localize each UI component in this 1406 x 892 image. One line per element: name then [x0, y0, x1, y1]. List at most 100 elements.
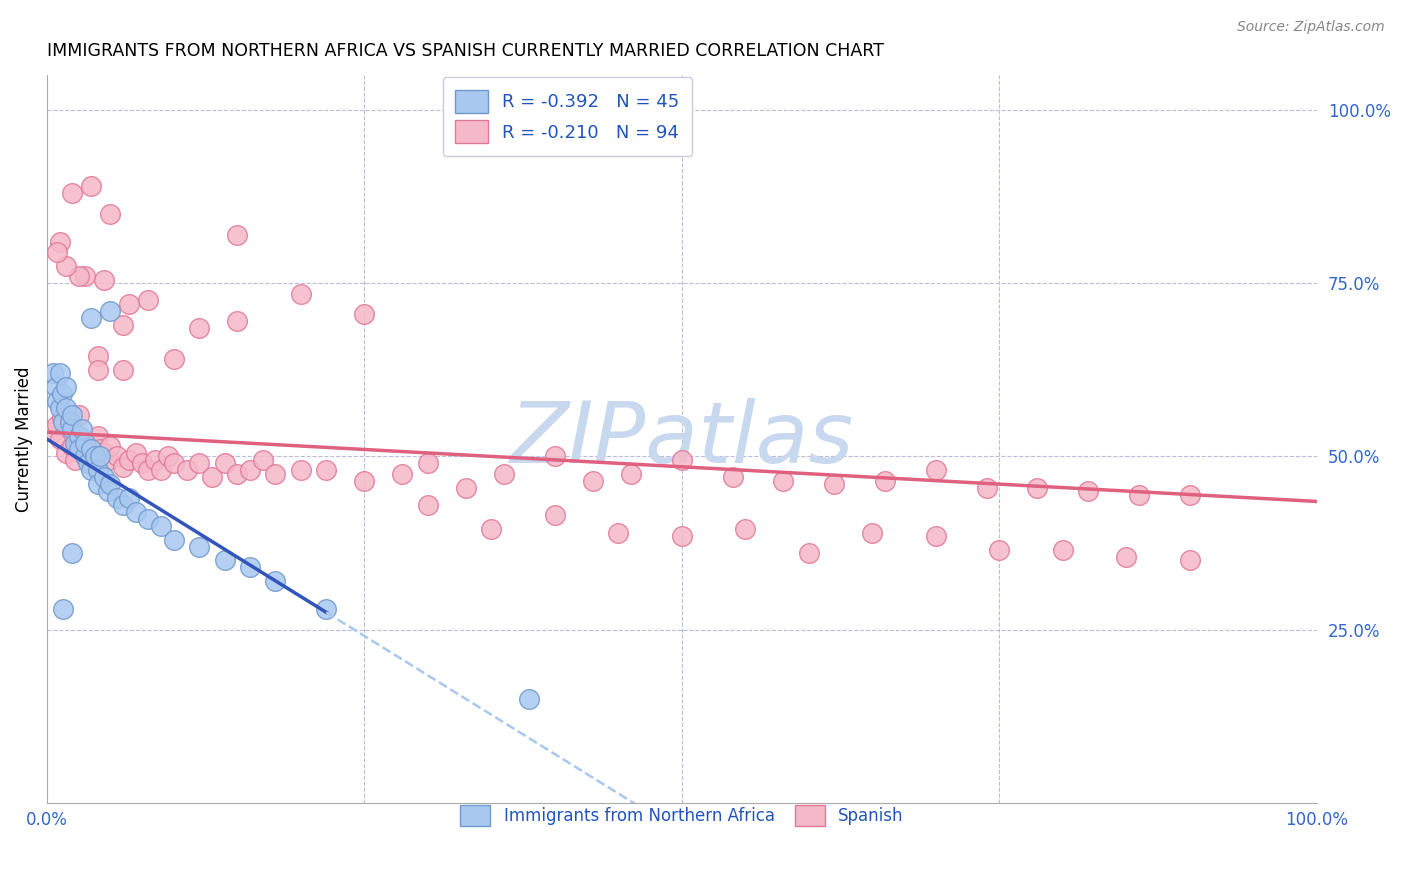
- Point: [63, 453, 86, 467]
- Point: [138, 463, 160, 477]
- Point: [544, 508, 567, 523]
- Legend: Immigrants from Northern Africa, Spanish: Immigrants from Northern Africa, Spanish: [451, 797, 912, 835]
- Point: [42, 425, 65, 439]
- Point: [1178, 553, 1201, 567]
- Point: [80, 463, 103, 477]
- Point: [112, 318, 135, 332]
- Point: [1026, 481, 1049, 495]
- Point: [73, 269, 96, 284]
- Point: [118, 297, 141, 311]
- Point: [80, 456, 103, 470]
- Point: [290, 286, 312, 301]
- Point: [93, 446, 115, 460]
- Point: [138, 512, 160, 526]
- Point: [60, 546, 83, 560]
- Point: [163, 533, 186, 547]
- Point: [100, 477, 122, 491]
- Point: [97, 453, 120, 467]
- Point: [188, 321, 211, 335]
- Point: [239, 560, 262, 574]
- Point: [875, 474, 897, 488]
- Point: [84, 450, 107, 464]
- Point: [67, 408, 90, 422]
- Point: [60, 422, 83, 436]
- Point: [86, 363, 108, 377]
- Point: [188, 456, 211, 470]
- Point: [239, 463, 262, 477]
- Point: [143, 453, 166, 467]
- Point: [80, 442, 103, 457]
- Point: [59, 415, 82, 429]
- Point: [100, 207, 122, 221]
- Point: [51, 387, 73, 401]
- Point: [76, 456, 98, 470]
- Point: [988, 543, 1011, 558]
- Point: [72, 442, 94, 457]
- Point: [163, 456, 186, 470]
- Point: [84, 435, 107, 450]
- Point: [721, 470, 744, 484]
- Point: [1128, 487, 1150, 501]
- Point: [315, 463, 337, 477]
- Point: [48, 366, 70, 380]
- Point: [315, 602, 337, 616]
- Point: [112, 459, 135, 474]
- Point: [60, 408, 83, 422]
- Text: Source: ZipAtlas.com: Source: ZipAtlas.com: [1237, 20, 1385, 34]
- Point: [391, 467, 413, 481]
- Point: [48, 401, 70, 415]
- Point: [63, 435, 86, 450]
- Point: [93, 273, 115, 287]
- Point: [89, 450, 111, 464]
- Point: [105, 491, 128, 505]
- Point: [46, 418, 69, 433]
- Point: [42, 366, 65, 380]
- Point: [823, 477, 845, 491]
- Point: [73, 450, 96, 464]
- Point: [797, 546, 820, 560]
- Point: [89, 442, 111, 457]
- Point: [734, 522, 756, 536]
- Point: [582, 474, 605, 488]
- Point: [214, 553, 236, 567]
- Point: [100, 439, 122, 453]
- Point: [73, 450, 96, 464]
- Point: [45, 380, 67, 394]
- Point: [67, 269, 90, 284]
- Point: [226, 314, 249, 328]
- Point: [1115, 549, 1137, 564]
- Point: [125, 446, 148, 460]
- Point: [925, 529, 948, 543]
- Point: [59, 418, 82, 433]
- Point: [55, 380, 77, 394]
- Point: [519, 692, 541, 706]
- Point: [93, 470, 115, 484]
- Point: [86, 428, 108, 442]
- Point: [60, 425, 83, 439]
- Point: [479, 522, 502, 536]
- Point: [226, 227, 249, 242]
- Text: ZIPatlas: ZIPatlas: [510, 398, 853, 481]
- Point: [46, 244, 69, 259]
- Point: [55, 259, 77, 273]
- Point: [138, 293, 160, 308]
- Point: [48, 432, 70, 446]
- Text: IMMIGRANTS FROM NORTHERN AFRICA VS SPANISH CURRENTLY MARRIED CORRELATION CHART: IMMIGRANTS FROM NORTHERN AFRICA VS SPANI…: [46, 42, 884, 60]
- Point: [80, 310, 103, 325]
- Point: [125, 505, 148, 519]
- Point: [976, 481, 998, 495]
- Point: [772, 474, 794, 488]
- Point: [48, 235, 70, 249]
- Point: [86, 463, 108, 477]
- Point: [112, 498, 135, 512]
- Point: [86, 477, 108, 491]
- Point: [353, 474, 375, 488]
- Point: [105, 450, 128, 464]
- Point: [118, 491, 141, 505]
- Point: [55, 401, 77, 415]
- Point: [73, 435, 96, 450]
- Point: [55, 446, 77, 460]
- Point: [156, 450, 179, 464]
- Point: [620, 467, 643, 481]
- Point: [214, 456, 236, 470]
